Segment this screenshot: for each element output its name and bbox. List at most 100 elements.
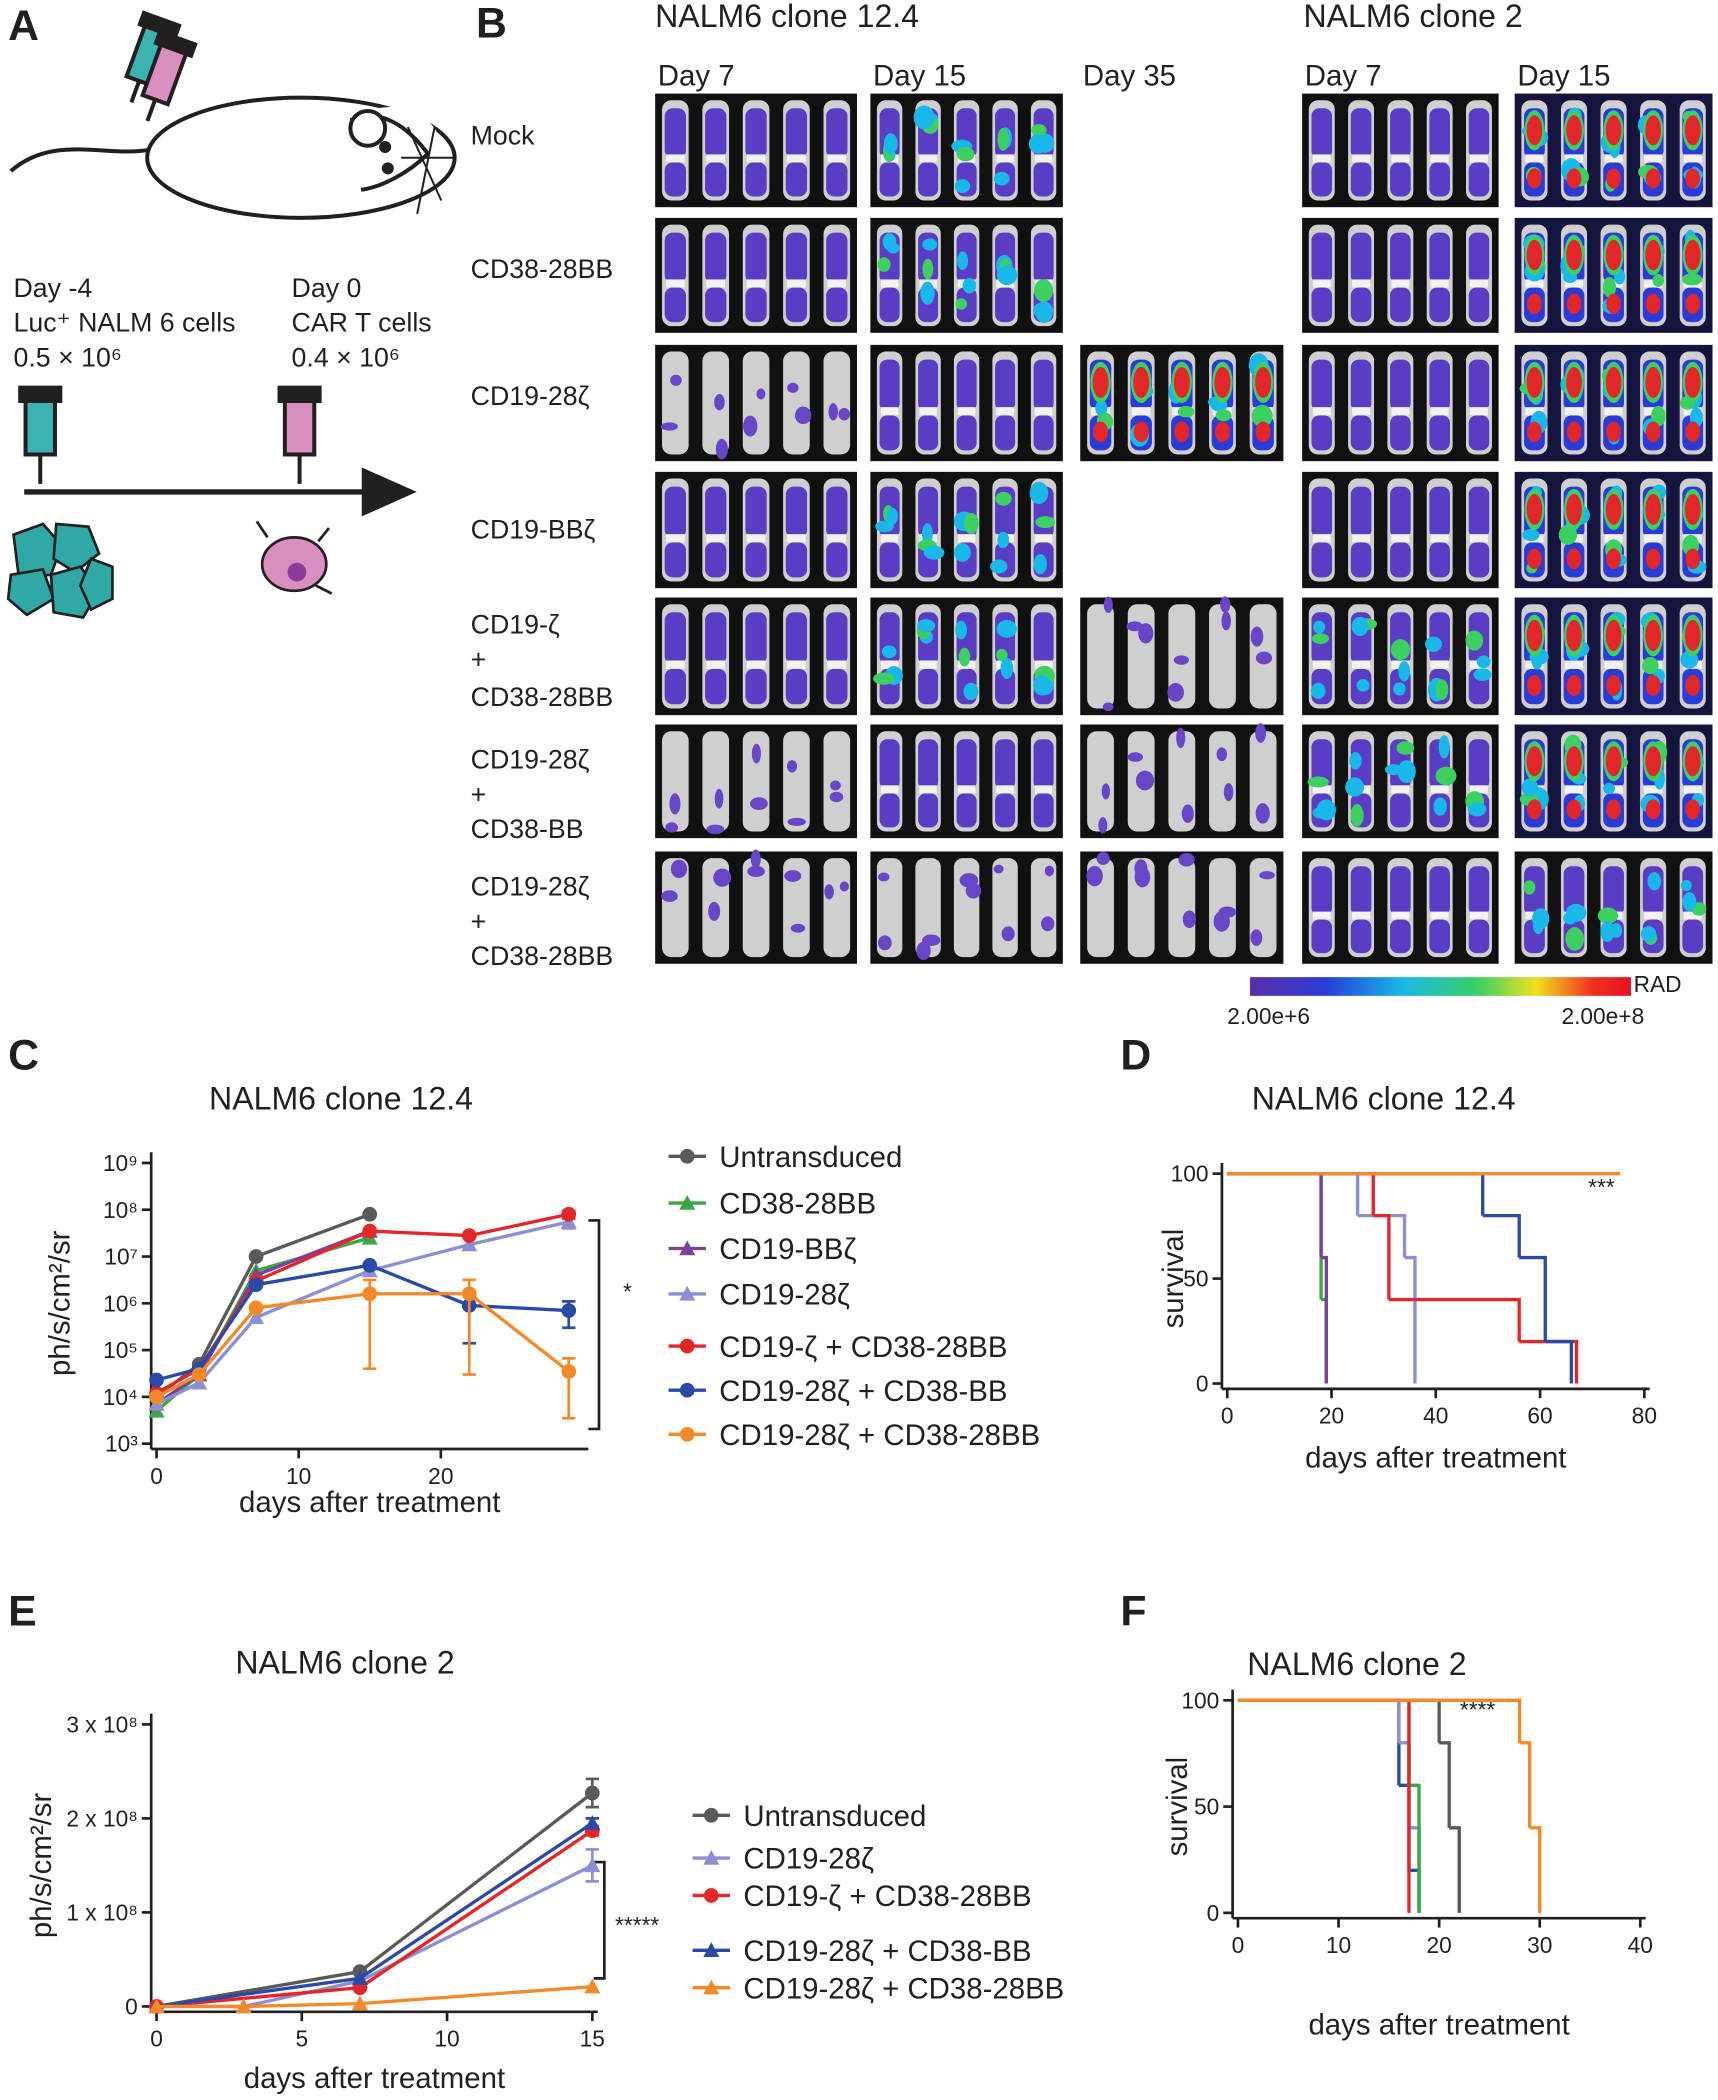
signal-gap xyxy=(880,407,899,416)
signal xyxy=(1566,493,1582,525)
marker xyxy=(584,1785,600,1801)
signal-gap xyxy=(1604,534,1623,543)
signal xyxy=(1349,752,1362,770)
row-label: CD19-28ζ xyxy=(471,745,590,775)
series-line xyxy=(155,1292,570,1399)
signal xyxy=(1645,493,1661,525)
signal xyxy=(997,531,1009,549)
signal xyxy=(963,682,979,701)
signal xyxy=(1033,415,1054,451)
signal xyxy=(1255,421,1271,443)
signal-gap xyxy=(746,534,766,543)
bracket xyxy=(593,1860,606,1980)
signal xyxy=(826,162,848,197)
survival-step xyxy=(1321,1255,1328,1384)
signal xyxy=(995,491,1012,506)
signal-gap xyxy=(957,407,976,416)
y-tick-label: 0 xyxy=(1207,1900,1220,1926)
signal xyxy=(1652,274,1665,287)
x-tick-label: 10 xyxy=(286,1463,311,1489)
survival-point xyxy=(1616,1171,1621,1176)
signal xyxy=(1429,287,1450,323)
signal xyxy=(706,824,725,835)
signal-gap xyxy=(1470,534,1488,543)
signal-gap xyxy=(996,785,1014,794)
signal xyxy=(1096,852,1110,865)
y-tick-label: 1 x 10⁸ xyxy=(66,1899,137,1925)
signal xyxy=(1350,359,1372,412)
panel-label: A xyxy=(8,2,39,50)
signal xyxy=(1526,115,1543,146)
signal xyxy=(745,486,767,539)
signal xyxy=(1311,162,1333,197)
signal xyxy=(1311,486,1333,539)
signal-gap xyxy=(1391,785,1410,794)
mouse xyxy=(742,351,770,455)
marker xyxy=(703,1888,719,1903)
signal xyxy=(916,941,931,961)
signal-gap xyxy=(1312,660,1331,669)
signal xyxy=(1255,803,1270,824)
x-axis-label: days after treatment xyxy=(244,2062,505,2095)
signal-gap xyxy=(706,660,726,669)
signal-gap xyxy=(827,279,847,288)
signal xyxy=(1645,239,1661,271)
signal xyxy=(705,232,727,284)
signal-gap xyxy=(1312,279,1331,288)
x-axis-label: days after treatment xyxy=(239,1486,500,1519)
marker xyxy=(679,1382,695,1398)
signal xyxy=(878,935,892,951)
signal xyxy=(1390,232,1411,284)
mouse xyxy=(1209,604,1236,709)
signal xyxy=(881,645,897,659)
signal-gap xyxy=(1034,534,1053,543)
signal-gap xyxy=(746,660,766,669)
signal xyxy=(1174,421,1190,443)
signal xyxy=(705,287,727,323)
marker xyxy=(362,1286,378,1302)
group-title: NALM6 clone 2 xyxy=(1303,0,1522,34)
signal-gap xyxy=(1525,279,1544,288)
signal xyxy=(829,791,844,803)
signal xyxy=(997,127,1009,151)
signal xyxy=(664,486,686,539)
signal xyxy=(958,647,971,667)
y-axis-label: ph/s/cm²/sr xyxy=(25,1793,58,1939)
row-label: + xyxy=(471,644,487,674)
signal-gap xyxy=(1034,785,1053,794)
signal xyxy=(705,162,727,197)
signal-gap xyxy=(1131,407,1151,416)
signal xyxy=(1468,739,1490,790)
signal xyxy=(995,668,1016,705)
signal xyxy=(1429,919,1450,954)
signal xyxy=(1001,926,1015,942)
signal xyxy=(1684,239,1701,271)
signal xyxy=(1390,415,1411,451)
signal xyxy=(1605,115,1622,146)
legend-label: CD19-28ζ xyxy=(719,1279,850,1312)
row-label: CD38-28BB xyxy=(471,941,614,971)
signal xyxy=(1468,919,1490,954)
signal xyxy=(745,232,767,284)
bracket xyxy=(588,1219,601,1431)
signal-gap xyxy=(996,154,1014,163)
signal xyxy=(1605,746,1622,777)
signal-gap xyxy=(787,279,806,288)
signal xyxy=(1468,359,1490,412)
signal xyxy=(1173,655,1189,665)
signal xyxy=(956,739,977,790)
series-line xyxy=(156,1829,594,2009)
survival-step xyxy=(1237,1698,1411,1913)
signal xyxy=(1098,817,1108,834)
signal xyxy=(1396,741,1415,755)
group-title: NALM6 clone 12.4 xyxy=(655,0,919,34)
signal xyxy=(1393,682,1406,696)
signal xyxy=(1398,661,1411,682)
signal xyxy=(996,648,1008,662)
signal-gap xyxy=(746,154,766,163)
signal xyxy=(1177,406,1195,418)
signal xyxy=(1526,366,1543,398)
signal xyxy=(1640,926,1657,942)
signal-gap xyxy=(1312,911,1331,920)
mouse-eye xyxy=(379,141,392,154)
